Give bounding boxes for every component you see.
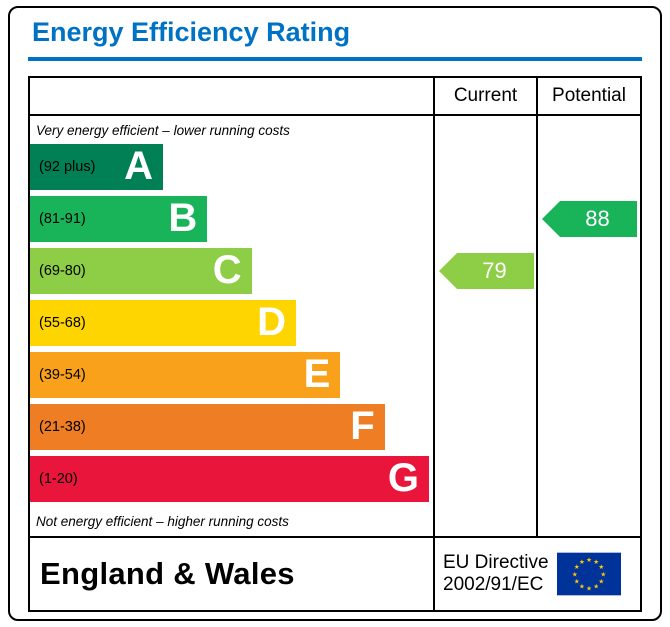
- svg-text:★: ★: [571, 571, 577, 578]
- band-d: (55-68) D: [30, 300, 296, 346]
- potential-column: 88: [536, 116, 640, 536]
- directive-cell: EU Directive 2002/91/EC ★ ★ ★ ★ ★ ★ ★ ★ …: [433, 538, 640, 610]
- band-a-range: (92 plus): [39, 159, 96, 175]
- band-g: (1-20) G: [30, 456, 429, 502]
- band-b-letter: B: [168, 195, 198, 240]
- current-column: 79: [433, 116, 536, 536]
- band-c: (69-80) C: [30, 248, 252, 294]
- table-body-row: Very energy efficient – lower running co…: [30, 116, 640, 536]
- band-b: (81-91) B: [30, 195, 208, 242]
- svg-text:★: ★: [593, 559, 599, 566]
- band-d-range: (55-68): [39, 315, 86, 331]
- band-c-letter: C: [212, 247, 242, 292]
- band-b-range: (81-91): [39, 211, 86, 227]
- current-rating-value: 79: [482, 258, 507, 283]
- bands-area: Very energy efficient – lower running co…: [30, 116, 433, 536]
- svg-text:★: ★: [579, 559, 585, 566]
- table-footer-row: England & Wales EU Directive 2002/91/EC …: [30, 536, 640, 610]
- page-title: Energy Efficiency Rating: [32, 17, 351, 47]
- band-c-range: (69-80): [39, 263, 86, 279]
- band-f-letter: F: [350, 403, 375, 448]
- band-e-letter: E: [303, 351, 331, 396]
- potential-rating-value: 88: [585, 206, 610, 231]
- svg-text:★: ★: [598, 564, 604, 571]
- table-header-row: Current Potential: [30, 78, 640, 116]
- svg-text:★: ★: [586, 557, 592, 564]
- potential-rating-arrow: 88: [542, 201, 637, 237]
- eu-directive-line2: 2002/91/EC: [443, 574, 544, 595]
- eu-flag-stars: ★ ★ ★ ★ ★ ★ ★ ★ ★ ★ ★ ★: [571, 557, 605, 592]
- band-e-range: (39-54): [39, 367, 86, 383]
- svg-text:★: ★: [573, 564, 579, 571]
- svg-text:★: ★: [598, 578, 604, 585]
- eu-directive-label: EU Directive 2002/91/EC: [443, 552, 549, 596]
- band-f: (21-38) F: [30, 404, 385, 450]
- potential-column-header: Potential: [536, 78, 640, 114]
- band-g-letter: G: [387, 455, 419, 500]
- band-a: (92 plus) A: [30, 144, 163, 190]
- outer-border: [8, 6, 662, 621]
- svg-text:★: ★: [586, 585, 592, 592]
- rating-table: Current Potential Very energy efficient …: [28, 76, 642, 612]
- band-d-letter: D: [257, 299, 286, 344]
- band-e: (39-54) E: [30, 351, 341, 398]
- current-rating-arrow: 79: [439, 253, 534, 289]
- band-a-letter: A: [124, 143, 153, 188]
- eu-flag: ★ ★ ★ ★ ★ ★ ★ ★ ★ ★ ★ ★: [556, 552, 621, 596]
- title-underline: [28, 57, 642, 61]
- svg-text:★: ★: [600, 571, 606, 578]
- current-column-header: Current: [433, 78, 536, 114]
- region-label: England & Wales: [40, 556, 295, 591]
- band-g-range: (1-20): [39, 471, 78, 487]
- svg-text:★: ★: [573, 578, 579, 585]
- bottom-note: Not energy efficient – higher running co…: [36, 514, 289, 529]
- eu-directive-line1: EU Directive: [443, 552, 549, 574]
- header-spacer-cell: [30, 78, 433, 114]
- band-f-range: (21-38): [39, 419, 86, 435]
- svg-text:★: ★: [579, 584, 585, 591]
- svg-text:★: ★: [593, 584, 599, 591]
- eu-flag-field: [556, 552, 621, 596]
- top-note: Very energy efficient – lower running co…: [36, 123, 290, 138]
